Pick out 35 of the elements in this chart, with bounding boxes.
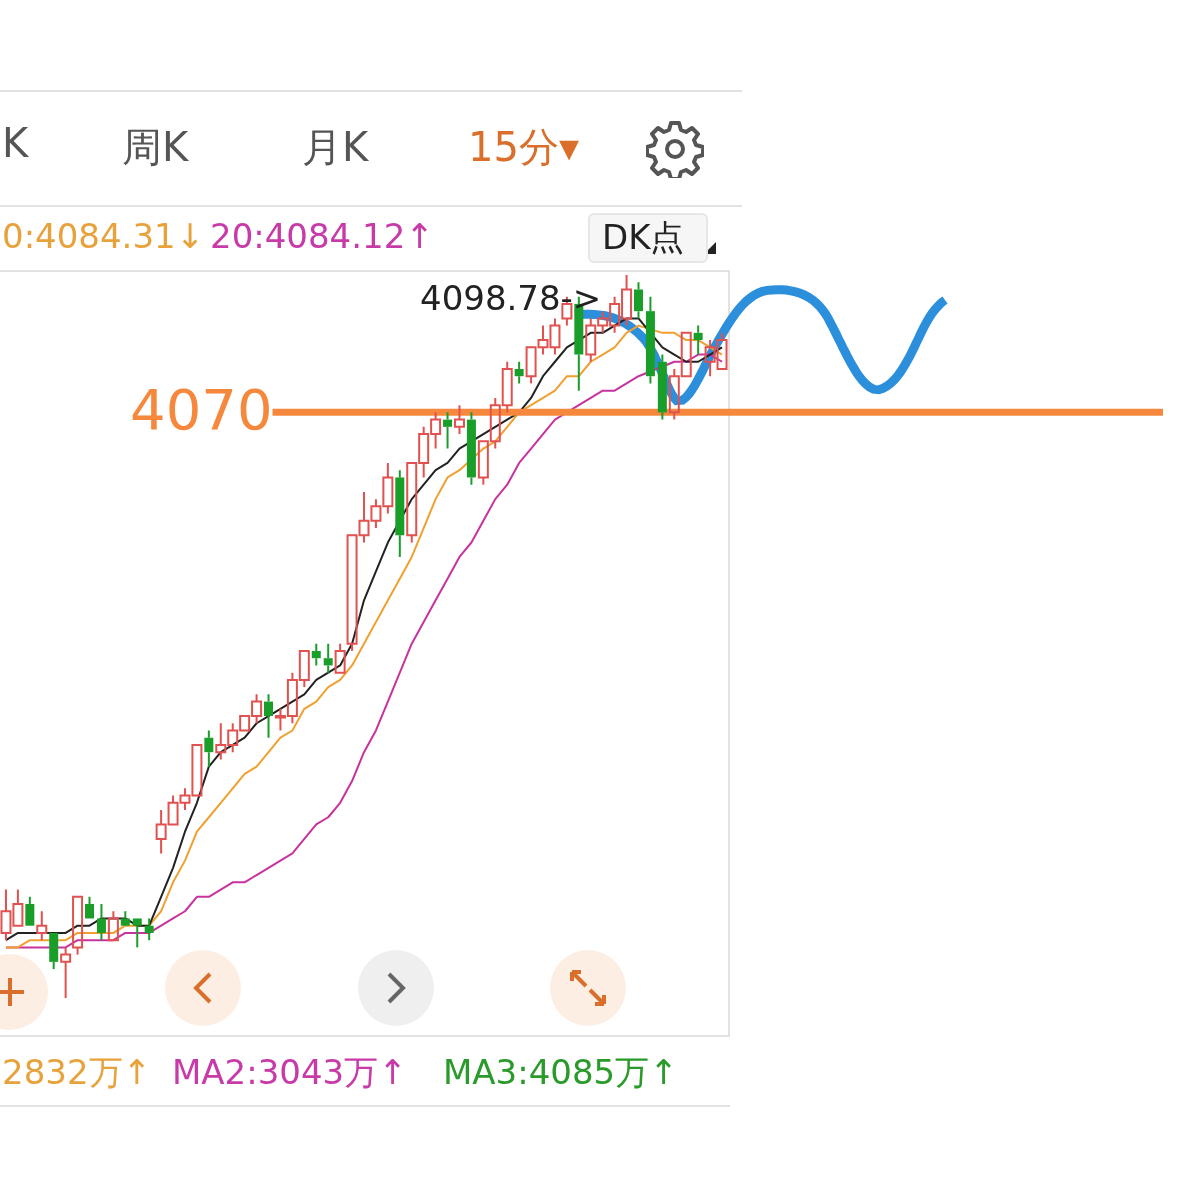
candlestick <box>453 404 465 436</box>
candlestick <box>443 411 453 450</box>
candlestick <box>49 932 59 971</box>
text: K <box>2 120 29 166</box>
candlestick <box>25 895 35 926</box>
candlestick <box>85 895 95 919</box>
candlestick <box>395 469 405 558</box>
text: DK点 <box>588 213 709 263</box>
text: MA3:4085万↑ <box>443 1051 678 1094</box>
text: 20:4084.12↑ <box>210 216 434 256</box>
candlestick <box>693 324 703 356</box>
candlestick <box>311 642 321 667</box>
candlestick <box>633 281 643 320</box>
candlestick <box>36 910 48 942</box>
text: 周K <box>122 123 189 172</box>
candlestick <box>657 353 667 421</box>
candlestick <box>132 918 142 949</box>
text: 2832万↑ <box>2 1051 152 1094</box>
candlestick <box>60 946 72 999</box>
candlestick <box>72 895 84 956</box>
candlestick <box>466 411 476 486</box>
candlestick <box>323 642 333 674</box>
candlestick <box>645 295 655 385</box>
annotation: 4098.78-> <box>420 278 602 318</box>
text: 15分▾ <box>468 123 579 172</box>
annotation: 4070 <box>130 376 273 442</box>
candlestick <box>96 903 106 942</box>
candlestick <box>120 910 130 926</box>
text: 0:4084.31↓ <box>2 216 205 256</box>
candlestick <box>204 729 214 768</box>
candlestick <box>144 917 154 942</box>
text: MA2:3043万↑ <box>172 1051 407 1094</box>
candlestick <box>514 360 524 385</box>
text: 月K <box>302 123 369 172</box>
candlestick <box>264 693 274 739</box>
